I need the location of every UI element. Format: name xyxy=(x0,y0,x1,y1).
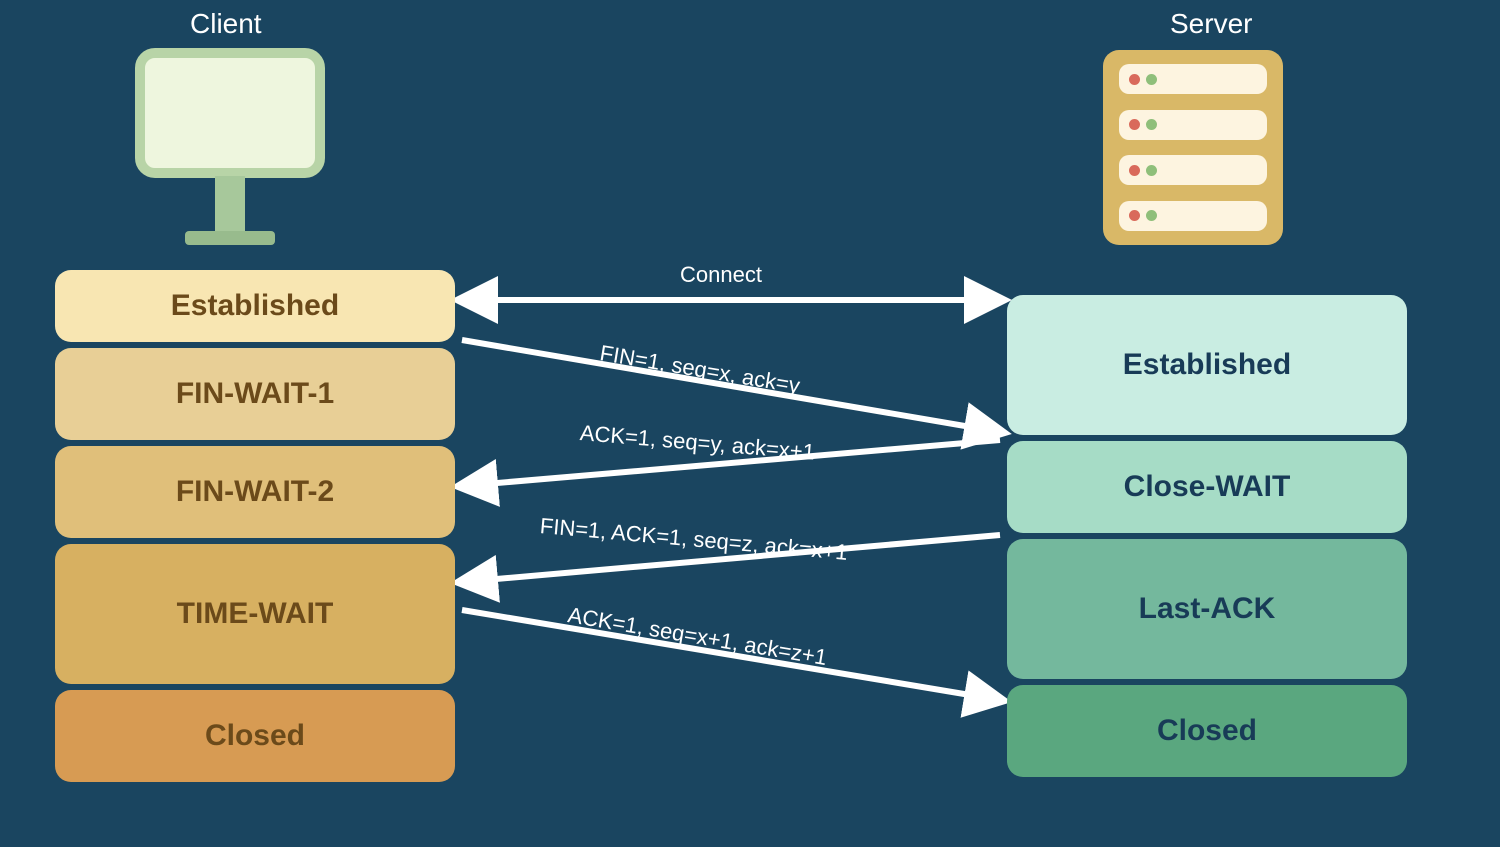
client-monitor-icon xyxy=(135,48,325,245)
client-state-fin-wait-1: FIN-WAIT-1 xyxy=(55,348,455,440)
arrow-label-connect: Connect xyxy=(680,262,762,288)
arrow-label-fin1: FIN=1, seq=x, ack=y xyxy=(598,340,802,399)
client-state-closed: Closed xyxy=(55,690,455,782)
server-state-closed: Closed xyxy=(1007,685,1407,777)
arrow-label-ack2: ACK=1, seq=x+1, ack=z+1 xyxy=(566,602,829,671)
client-state-fin-wait-2: FIN-WAIT-2 xyxy=(55,446,455,538)
client-state-established: Established xyxy=(55,270,455,342)
client-header: Client xyxy=(190,8,262,40)
server-state-established: Established xyxy=(1007,295,1407,435)
arrow-label-finack: FIN=1, ACK=1, seq=z, ack=x+1 xyxy=(539,513,849,566)
server-state-last-ack: Last-ACK xyxy=(1007,539,1407,679)
diagram-canvas: Client Server EstablishedFIN-WAIT-1FIN-W… xyxy=(0,0,1500,847)
arrow-label-ack1: ACK=1, seq=y, ack=x+1 xyxy=(579,420,816,466)
server-rack-icon xyxy=(1103,50,1283,245)
server-header: Server xyxy=(1170,8,1252,40)
server-state-close-wait: Close-WAIT xyxy=(1007,441,1407,533)
client-state-time-wait: TIME-WAIT xyxy=(55,544,455,684)
